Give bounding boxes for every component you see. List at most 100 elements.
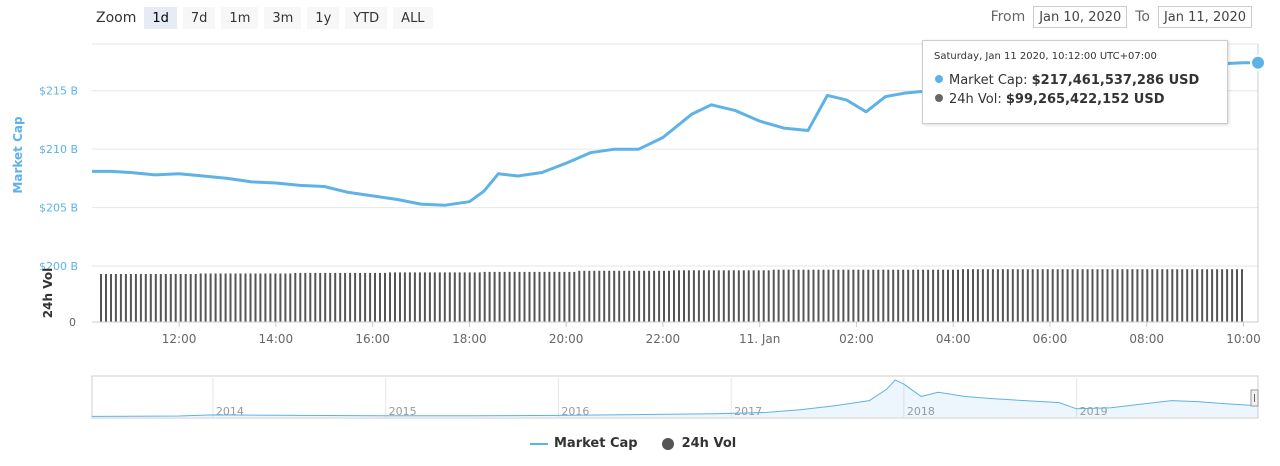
volume-bar	[139, 274, 142, 322]
volume-bar	[309, 272, 312, 322]
zoom-1m-button[interactable]: 1m	[221, 7, 259, 29]
volume-bar	[1061, 269, 1064, 322]
volume-bar	[1201, 269, 1204, 322]
volume-bar	[159, 274, 162, 322]
from-date-input[interactable]	[1033, 6, 1128, 28]
volume-bar	[199, 273, 202, 322]
volume-bar	[877, 269, 880, 322]
volume-bar	[782, 269, 785, 322]
navigator-area	[92, 380, 1258, 417]
volume-bar	[1121, 269, 1124, 322]
volume-bar	[523, 271, 526, 322]
volume-bar	[264, 273, 267, 322]
tooltip-vol-row: 24h Vol: $99,265,422,152 USD	[935, 92, 1165, 107]
tooltip-title: Saturday, Jan 11 2020, 10:12:00 UTC+07:0…	[934, 51, 1157, 62]
volume-bar	[279, 273, 282, 322]
volume-bar	[229, 273, 232, 322]
volume-bar	[394, 272, 396, 322]
volume-bar	[717, 270, 720, 322]
volume-bar	[792, 269, 795, 322]
legend-item-24h-vol[interactable]: 24h Vol	[661, 436, 737, 451]
volume-bar	[902, 269, 905, 322]
volume-bar	[1056, 269, 1059, 322]
volume-bar	[942, 269, 945, 322]
volume-bar	[543, 271, 546, 322]
market-cap-dot-icon	[935, 75, 943, 83]
tooltip-market-cap-row: Market Cap: $217,461,537,286 USD	[935, 73, 1199, 88]
volume-bar	[244, 273, 247, 322]
volume-bar	[687, 270, 690, 322]
volume-bar	[354, 272, 357, 322]
volume-bar	[568, 271, 571, 322]
volume-bar	[658, 270, 661, 322]
zoom-7d-button[interactable]: 7d	[182, 7, 216, 29]
volume-bar	[832, 269, 835, 322]
volume-bar	[149, 274, 152, 322]
zoom-1d-button[interactable]: 1d	[144, 7, 177, 29]
volume-bar	[967, 269, 969, 322]
volume-bar	[533, 271, 536, 322]
volume-bar	[623, 270, 626, 322]
volume-bar	[408, 272, 411, 322]
volume-bar	[274, 273, 277, 322]
volume-bar	[762, 270, 765, 322]
volume-bar	[712, 270, 715, 322]
volume-bar	[1216, 269, 1219, 322]
volume-bar	[1071, 269, 1074, 322]
zoom-all-button[interactable]: ALL	[393, 7, 433, 29]
line-swatch-icon	[530, 442, 548, 445]
volume-bar	[134, 274, 137, 322]
volume-bar	[892, 269, 895, 322]
volume-bar	[488, 271, 491, 322]
volume-bar	[144, 274, 147, 322]
volume-bar	[842, 269, 845, 322]
volume-bar	[862, 269, 865, 322]
volume-bar	[1236, 269, 1238, 322]
volume-bar	[802, 269, 805, 322]
legend-item-market-cap[interactable]: Market Cap	[530, 436, 638, 451]
volume-bar	[453, 272, 456, 322]
volume-bar	[952, 269, 954, 322]
volume-bar	[603, 270, 606, 322]
volume-bar	[1051, 269, 1054, 322]
to-date-input[interactable]	[1158, 6, 1252, 28]
legend-label-market-cap: Market Cap	[554, 436, 638, 451]
volume-bar	[927, 269, 930, 322]
volume-bar	[124, 274, 127, 322]
zoom-ytd-button[interactable]: YTD	[345, 7, 388, 29]
volume-bar	[493, 271, 496, 322]
volume-bar	[653, 270, 656, 322]
to-label: To	[1135, 9, 1150, 25]
volume-bar	[1046, 269, 1049, 322]
volume-bar	[284, 273, 287, 322]
volume-bar	[154, 274, 157, 322]
volume-bar	[558, 271, 561, 322]
volume-bar	[947, 269, 949, 322]
volume-bar	[443, 272, 446, 322]
volume-bar	[129, 274, 132, 322]
volume-bar	[702, 270, 705, 322]
volume-bar	[548, 271, 551, 322]
x-tick-label: 11. Jan	[739, 332, 780, 346]
volume-bar	[962, 269, 964, 322]
zoom-3m-button[interactable]: 3m	[264, 7, 302, 29]
x-tick-label: 22:00	[646, 332, 681, 346]
legend-label-24h-vol: 24h Vol	[681, 436, 737, 451]
y-axis-label-24h-vol: 24h Vol	[41, 268, 55, 318]
y-axis-label-market-cap: Market Cap	[11, 116, 25, 194]
navigator-year-label: 2017	[734, 405, 762, 418]
volume-bar	[1196, 269, 1199, 322]
volume-bar	[593, 270, 596, 322]
zoom-1y-button[interactable]: 1y	[307, 7, 340, 29]
volume-bar	[498, 271, 501, 322]
volume-bar	[1036, 269, 1039, 322]
navigator-series-line	[91, 379, 1259, 417]
volume-bar	[1156, 269, 1159, 322]
volume-bar	[329, 272, 332, 322]
volume-bar	[508, 271, 511, 322]
volume-bar	[937, 269, 940, 322]
volume-bar	[1001, 269, 1004, 322]
volume-bar	[668, 270, 670, 322]
tooltip-market-cap-label: Market Cap:	[949, 73, 1028, 88]
